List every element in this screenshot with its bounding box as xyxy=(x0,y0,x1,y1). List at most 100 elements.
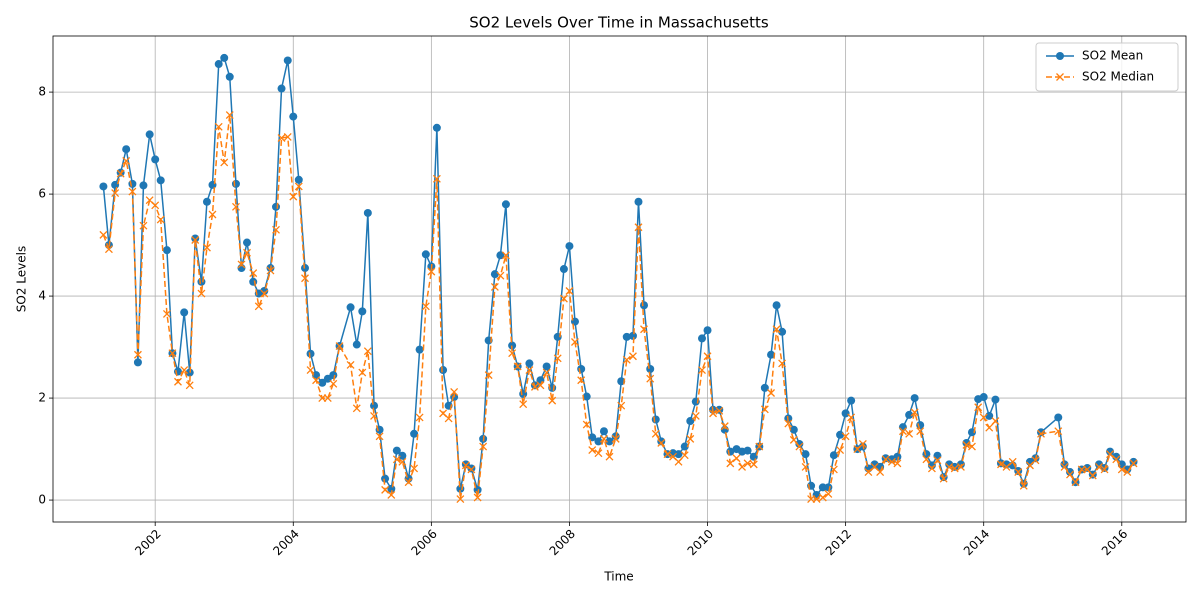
data-point xyxy=(1002,460,1011,469)
data-point xyxy=(467,464,476,473)
data-point xyxy=(1066,470,1074,479)
y-axis-label: SO2 Levels xyxy=(15,246,29,312)
data-point xyxy=(312,376,321,385)
data-point xyxy=(577,365,586,374)
data-point xyxy=(501,200,510,209)
data-point xyxy=(605,437,614,446)
data-point xyxy=(1060,462,1069,471)
data-point xyxy=(634,223,643,232)
legend-label: SO2 Mean xyxy=(1082,49,1143,63)
data-point xyxy=(392,455,401,464)
data-point xyxy=(1106,450,1115,459)
data-point xyxy=(628,331,637,340)
data-point xyxy=(461,461,470,470)
data-point xyxy=(559,265,568,274)
data-point xyxy=(133,350,142,359)
data-point xyxy=(1060,460,1069,469)
data-point xyxy=(168,349,177,358)
data-point xyxy=(191,234,200,243)
data-point xyxy=(836,430,845,439)
data-point xyxy=(214,122,223,131)
data-point xyxy=(272,202,281,211)
data-point xyxy=(732,454,741,463)
data-point xyxy=(432,123,441,132)
data-point xyxy=(743,459,752,468)
x-tick-label: 2010 xyxy=(685,527,716,558)
data-point xyxy=(542,368,551,377)
data-point xyxy=(887,457,896,466)
data-point xyxy=(283,133,292,141)
data-point xyxy=(306,366,315,374)
data-point xyxy=(749,460,758,469)
data-point xyxy=(905,410,914,419)
data-point xyxy=(122,145,131,154)
data-point xyxy=(358,307,367,316)
data-point xyxy=(490,270,499,279)
data-point xyxy=(375,432,384,441)
data-point xyxy=(709,409,718,418)
data-point xyxy=(306,349,315,358)
x-tick-label: 2016 xyxy=(1099,527,1130,558)
data-point xyxy=(122,156,131,165)
data-point xyxy=(893,459,902,468)
y-tick-label: 8 xyxy=(38,85,46,99)
data-point xyxy=(197,289,206,298)
data-point xyxy=(640,325,648,334)
data-point xyxy=(156,215,165,224)
data-point xyxy=(663,450,672,459)
data-point xyxy=(496,271,505,280)
data-point xyxy=(133,358,142,367)
data-point xyxy=(974,403,983,412)
data-point xyxy=(289,192,298,201)
data-point xyxy=(905,429,914,438)
data-point xyxy=(277,84,286,93)
data-point xyxy=(496,251,505,260)
data-point xyxy=(646,365,655,374)
data-point xyxy=(956,462,965,471)
data-point xyxy=(548,396,557,405)
data-point xyxy=(979,413,988,422)
data-point xyxy=(173,367,182,376)
data-point xyxy=(249,269,258,278)
data-point xyxy=(519,400,528,409)
data-point xyxy=(1129,457,1138,466)
data-point xyxy=(968,442,976,451)
y-tick-label: 4 xyxy=(38,289,46,303)
data-point xyxy=(594,449,603,458)
data-point xyxy=(381,474,390,483)
data-point xyxy=(634,197,643,206)
data-point xyxy=(335,342,344,351)
data-point xyxy=(484,371,493,380)
data-point xyxy=(726,459,735,468)
data-point xyxy=(674,457,683,466)
data-point xyxy=(991,395,1000,404)
data-point xyxy=(473,493,482,502)
data-point xyxy=(962,441,971,449)
data-point xyxy=(266,266,275,275)
data-point xyxy=(283,56,292,65)
data-point xyxy=(352,340,361,349)
data-point xyxy=(847,413,856,422)
data-point xyxy=(945,462,954,471)
data-point xyxy=(232,202,240,211)
data-point xyxy=(444,414,453,423)
data-point xyxy=(225,72,234,81)
data-point xyxy=(358,368,367,377)
data-point xyxy=(139,221,148,230)
data-point xyxy=(720,422,729,431)
data-point xyxy=(594,437,603,446)
data-point xyxy=(352,404,361,413)
data-point xyxy=(824,483,833,492)
data-point xyxy=(651,415,660,424)
data-point xyxy=(156,176,165,185)
data-point xyxy=(864,468,873,476)
data-point xyxy=(818,493,827,502)
data-point xyxy=(582,420,591,429)
data-point xyxy=(1100,465,1109,474)
data-point xyxy=(346,303,355,312)
y-tick-label: 6 xyxy=(38,187,46,201)
data-point xyxy=(559,294,568,303)
data-point xyxy=(715,406,724,415)
data-point xyxy=(738,462,747,471)
data-point xyxy=(836,446,845,455)
